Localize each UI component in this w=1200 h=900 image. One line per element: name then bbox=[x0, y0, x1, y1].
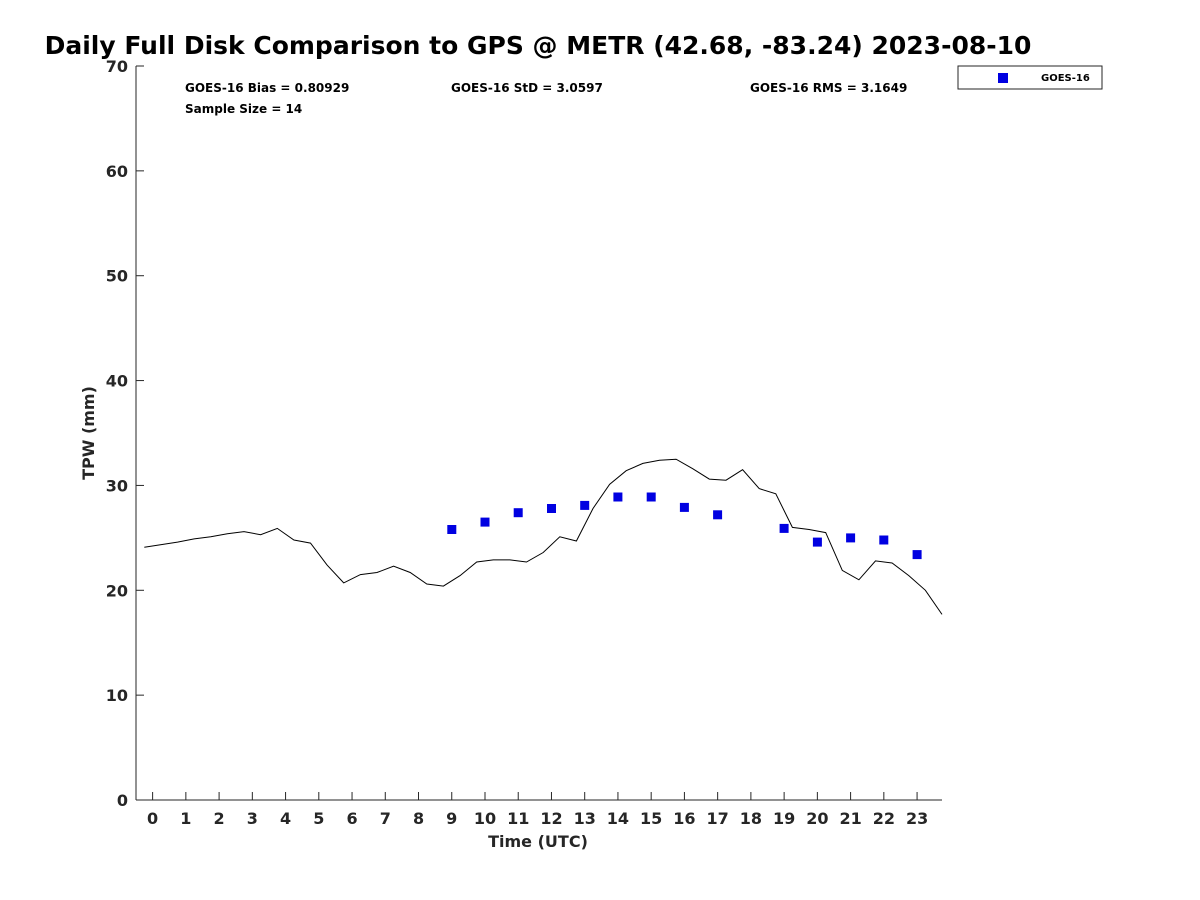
x-tick-label: 1 bbox=[180, 809, 191, 828]
data-point-goes16 bbox=[812, 537, 822, 547]
x-tick-label: 14 bbox=[607, 809, 629, 828]
legend-label-goes16: GOES-16 bbox=[1041, 73, 1090, 84]
data-point-goes16 bbox=[879, 535, 889, 545]
x-tick-label: 20 bbox=[806, 809, 828, 828]
data-point-goes16 bbox=[480, 517, 490, 527]
x-tick-label: 2 bbox=[214, 809, 225, 828]
data-point-goes16 bbox=[779, 523, 789, 533]
data-point-goes16 bbox=[713, 510, 723, 520]
chart-title: Daily Full Disk Comparison to GPS @ METR… bbox=[45, 31, 1032, 60]
y-tick-label: 10 bbox=[106, 686, 128, 705]
y-ticks: 0 10 20 30 40 50 60 70 bbox=[106, 57, 144, 810]
x-tick-label: 22 bbox=[873, 809, 895, 828]
y-tick-label: 0 bbox=[117, 791, 128, 810]
data-point-goes16 bbox=[912, 550, 922, 560]
x-tick-label: 10 bbox=[474, 809, 496, 828]
x-axis-label: Time (UTC) bbox=[488, 832, 588, 851]
x-tick-label: 12 bbox=[540, 809, 562, 828]
x-tick-label: 19 bbox=[773, 809, 795, 828]
series-line-gps bbox=[144, 458, 943, 615]
plot-area: 0 1 2 3 4 5 6 7 8 9 10 11 12 13 14 15 16 17 18 19 20 21 22 23 0… bbox=[106, 57, 943, 828]
data-point-goes16 bbox=[580, 500, 590, 510]
data-point-goes16 bbox=[846, 533, 856, 543]
data-point-goes16 bbox=[547, 504, 556, 513]
x-tick-label: 0 bbox=[147, 809, 158, 828]
x-tick-label: 15 bbox=[640, 809, 662, 828]
y-tick-label: 40 bbox=[106, 372, 128, 391]
x-tick-label: 17 bbox=[707, 809, 729, 828]
y-tick-label: 50 bbox=[106, 267, 128, 286]
data-point-goes16 bbox=[679, 502, 689, 512]
stat-rms: GOES-16 RMS = 3.1649 bbox=[750, 81, 907, 95]
y-tick-label: 60 bbox=[106, 162, 128, 181]
legend-box bbox=[957, 65, 1103, 90]
stat-bias: GOES-16 Bias = 0.80929 bbox=[185, 81, 349, 95]
stat-std: GOES-16 StD = 3.0597 bbox=[451, 81, 603, 95]
data-point-goes16 bbox=[447, 525, 457, 534]
series-lines bbox=[144, 458, 943, 615]
x-tick-label: 18 bbox=[740, 809, 762, 828]
legend-marker-goes16 bbox=[998, 73, 1008, 83]
x-tick-label: 9 bbox=[446, 809, 457, 828]
data-point-goes16 bbox=[513, 508, 523, 518]
legend: GOES-16 bbox=[957, 65, 1103, 90]
y-axis-label: TPW (mm) bbox=[79, 386, 98, 480]
x-tick-label: 11 bbox=[507, 809, 529, 828]
y-tick-label: 30 bbox=[106, 476, 128, 495]
x-tick-label: 4 bbox=[280, 809, 291, 828]
x-tick-label: 8 bbox=[413, 809, 424, 828]
stat-sample-size: Sample Size = 14 bbox=[185, 102, 302, 116]
data-point-goes16 bbox=[613, 492, 623, 502]
x-tick-label: 6 bbox=[346, 809, 357, 828]
x-tick-label: 7 bbox=[380, 809, 391, 828]
y-tick-label: 70 bbox=[106, 57, 128, 76]
x-ticks: 0 1 2 3 4 5 6 7 8 9 10 11 12 13 14 15 16 17 18 19 20 21 22 23 bbox=[147, 792, 928, 828]
x-tick-label: 3 bbox=[247, 809, 258, 828]
x-tick-label: 23 bbox=[906, 809, 928, 828]
x-tick-label: 5 bbox=[313, 809, 324, 828]
y-tick-label: 20 bbox=[106, 581, 128, 600]
x-tick-label: 16 bbox=[673, 809, 695, 828]
x-tick-label: 21 bbox=[839, 809, 861, 828]
series-points bbox=[447, 492, 922, 560]
x-tick-label: 13 bbox=[574, 809, 596, 828]
data-point-goes16 bbox=[646, 492, 656, 502]
